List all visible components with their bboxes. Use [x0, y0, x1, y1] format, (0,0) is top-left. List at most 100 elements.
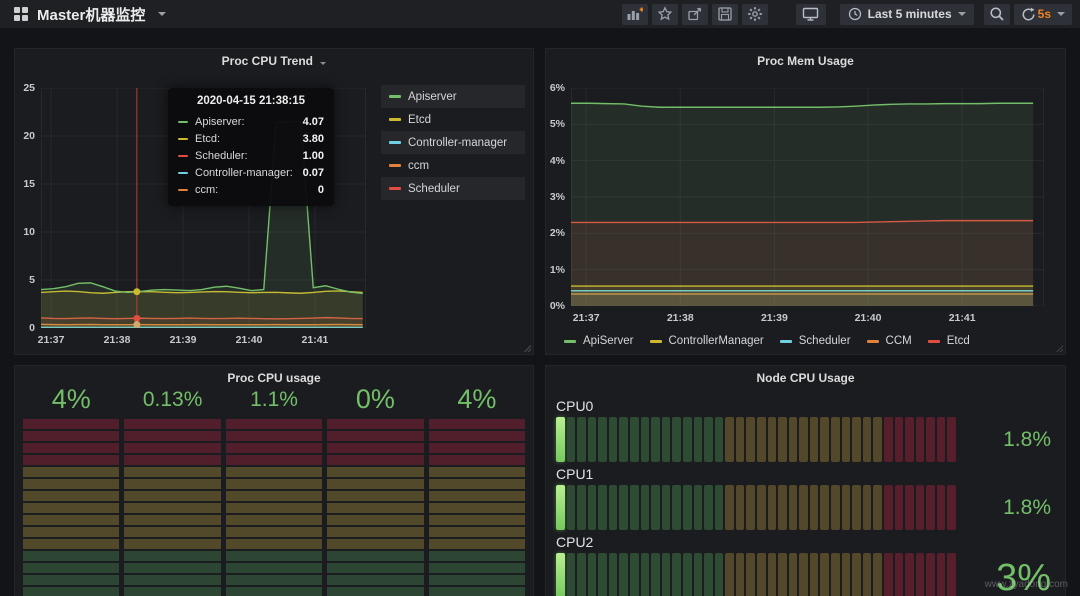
- panel-resize-handle[interactable]: [1056, 345, 1063, 352]
- legend: Apiserver Etcd Controller-manager ccm Schedu…: [381, 85, 525, 200]
- led-cell-olive: [725, 485, 734, 530]
- star-button[interactable]: [651, 3, 678, 25]
- led-cell-olive: [841, 417, 851, 462]
- tv-mode-button[interactable]: [795, 3, 826, 25]
- led-cell-green: [630, 417, 639, 462]
- legend-item-CCM[interactable]: CCM: [866, 333, 912, 349]
- led-cell-olive: [841, 485, 851, 530]
- crosshair-marker: [133, 321, 141, 328]
- legend-item-Scheduler[interactable]: Scheduler: [381, 177, 525, 200]
- panel-title-proc-cpu-usage[interactable]: Proc CPU usage: [227, 371, 321, 385]
- legend-item-ApiServer[interactable]: ApiServer: [564, 333, 634, 349]
- tooltip-series-label: Scheduler:: [195, 149, 248, 162]
- led-cell-olive: [23, 503, 120, 513]
- led-cell-red: [428, 455, 526, 465]
- y-axis-tick: 0: [29, 322, 35, 334]
- legend-item-Etcd[interactable]: Etcd: [927, 333, 970, 349]
- led-cell-olive: [831, 417, 840, 462]
- add-panel-button[interactable]: [621, 3, 648, 25]
- led-cell-olive: [788, 417, 798, 462]
- led-cell-green: [23, 575, 120, 585]
- y-axis-tick: 2%: [549, 227, 565, 240]
- led-cell-olive: [725, 417, 734, 462]
- led-cell-olive: [23, 539, 120, 549]
- y-axis-tick: 5%: [549, 118, 565, 131]
- led-cell-red: [947, 485, 956, 530]
- save-button[interactable]: [711, 3, 738, 25]
- legend-item-Etcd[interactable]: Etcd: [381, 108, 525, 131]
- panel-resize-handle[interactable]: [524, 345, 531, 352]
- legend-item-ControllerManager[interactable]: ControllerManager: [649, 333, 764, 349]
- cpu-usage-value: 1.8%: [1003, 496, 1051, 519]
- legend-series-dash: [389, 95, 401, 98]
- dashboard-title[interactable]: Master机器监控: [37, 6, 146, 24]
- led-cell-olive: [428, 503, 526, 513]
- led-cell-olive: [124, 467, 221, 477]
- apps-grid-icon[interactable]: [14, 7, 28, 21]
- legend-series-dash: [389, 118, 401, 121]
- led-cell-olive: [725, 553, 734, 596]
- x-axis-tick: 21:40: [854, 312, 882, 324]
- legend-item-ccm[interactable]: ccm: [381, 154, 525, 177]
- led-cell-green: [693, 553, 703, 596]
- gauge-column: [23, 419, 120, 596]
- led-cell-olive: [225, 491, 323, 501]
- legend-item-Scheduler[interactable]: Scheduler: [779, 333, 851, 349]
- x-axis-tick: 21:38: [666, 312, 694, 324]
- x-axis-tick: 21:41: [948, 312, 976, 324]
- led-cell-olive: [428, 467, 526, 477]
- chevron-down-icon: [158, 12, 167, 16]
- led-cell-green: [640, 417, 650, 462]
- legend-series-dash: [389, 187, 401, 190]
- legend-item-Apiserver[interactable]: Apiserver: [381, 85, 525, 108]
- settings-button[interactable]: [741, 3, 768, 25]
- led-cell-red: [936, 485, 946, 530]
- watermark: www.zyadong.com: [984, 579, 1068, 590]
- panel-title-proc-mem-usage[interactable]: Proc Mem Usage: [757, 54, 854, 68]
- y-axis-tick: 3%: [549, 191, 565, 203]
- led-cell-olive: [788, 485, 798, 530]
- series-line-Etcd: [41, 290, 363, 294]
- refresh-interval-label: 5s: [1037, 7, 1051, 21]
- y-axis-tick: 0%: [549, 300, 565, 312]
- led-cell-green: [630, 553, 639, 596]
- led-cell-green: [651, 485, 660, 530]
- led-cell-olive: [746, 553, 755, 596]
- led-cell-olive: [756, 417, 766, 462]
- led-cell-olive: [767, 417, 777, 462]
- led-cell-red: [327, 455, 424, 465]
- refresh-button[interactable]: 5s: [1013, 3, 1072, 25]
- gauge-column: [428, 419, 526, 596]
- y-axis-tick: 1%: [549, 263, 565, 276]
- legend-series-dash: [866, 339, 879, 343]
- led-cell-green: [587, 485, 597, 530]
- led-cell-olive: [225, 539, 323, 549]
- tooltip-row: Scheduler: 1.00: [178, 147, 324, 164]
- cpu-usage-value: 3%: [996, 557, 1051, 596]
- led-cell-red: [936, 417, 946, 462]
- legend-series-name: ApiServer: [583, 335, 634, 347]
- led-cell-red: [327, 443, 424, 453]
- legend-series-name: CCM: [885, 335, 912, 347]
- panel-title-node-cpu-usage[interactable]: Node CPU Usage: [756, 371, 855, 385]
- led-cell-green: [693, 417, 703, 462]
- led-cell-green: [714, 485, 724, 530]
- led-cell-green: [704, 417, 713, 462]
- gauge-value-row: 4% 0.13% 1.1% 0% 4%: [23, 384, 525, 415]
- zoom-out-button[interactable]: [983, 3, 1010, 25]
- panel-title-proc-cpu-trend[interactable]: Proc CPU Trend: [15, 54, 533, 68]
- led-cell-olive: [873, 553, 882, 596]
- led-cell-green: [672, 417, 681, 462]
- x-axis-tick: 21:39: [760, 312, 788, 324]
- led-cell-green: [428, 587, 526, 596]
- legend-item-Controller-manager[interactable]: Controller-manager: [381, 131, 525, 154]
- cpu-gauge-row: CPU1 1.8%: [556, 466, 1055, 532]
- led-cell-olive: [327, 503, 424, 513]
- y-axis-tick: 4%: [549, 154, 565, 167]
- time-range-picker[interactable]: Last 5 minutes: [839, 3, 974, 25]
- x-axis-tick: 21:37: [37, 334, 65, 346]
- led-cell-green: [630, 485, 639, 530]
- led-cell-olive: [225, 467, 323, 477]
- led-cell-olive: [428, 527, 526, 537]
- share-button[interactable]: [681, 3, 708, 25]
